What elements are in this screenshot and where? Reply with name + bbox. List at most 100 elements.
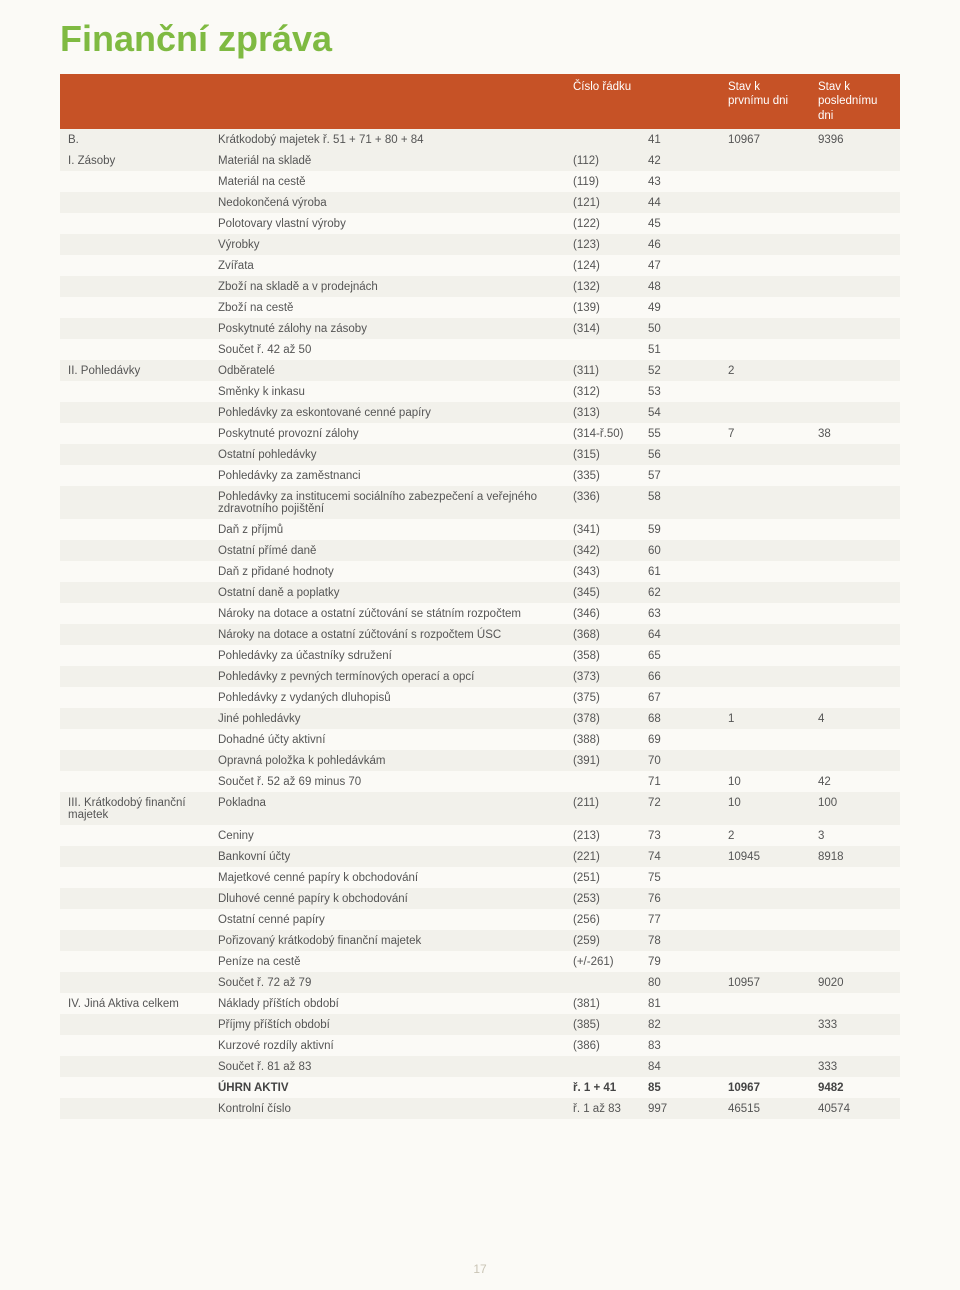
- table-cell: (132): [565, 276, 640, 297]
- table-cell: [810, 150, 900, 171]
- table-cell: 9396: [810, 129, 900, 150]
- table-cell: [60, 825, 210, 846]
- table-cell: [720, 150, 810, 171]
- table-cell: [810, 255, 900, 276]
- table-cell: [60, 582, 210, 603]
- table-cell: Ostatní cenné papíry: [210, 909, 565, 930]
- table-cell: Pohledávky z pevných termínových operací…: [210, 666, 565, 687]
- table-cell: 83: [640, 1035, 720, 1056]
- table-cell: 2: [720, 825, 810, 846]
- table-cell: Součet ř. 42 až 50: [210, 339, 565, 360]
- table-cell: [720, 1056, 810, 1077]
- table-cell: [810, 318, 900, 339]
- table-cell: 68: [640, 708, 720, 729]
- table-cell: Ostatní přímé daně: [210, 540, 565, 561]
- table-cell: [60, 381, 210, 402]
- table-cell: (381): [565, 993, 640, 1014]
- table-cell: 10967: [720, 129, 810, 150]
- table-cell: [720, 624, 810, 645]
- table-cell: [720, 993, 810, 1014]
- table-cell: [60, 297, 210, 318]
- table-cell: [60, 771, 210, 792]
- table-cell: Výrobky: [210, 234, 565, 255]
- table-row: Ceniny(213)7323: [60, 825, 900, 846]
- table-cell: 10: [720, 792, 810, 825]
- table-cell: [565, 771, 640, 792]
- table-row: Daň z příjmů(341)59: [60, 519, 900, 540]
- table-cell: 73: [640, 825, 720, 846]
- table-cell: Pohledávky za zaměstnanci: [210, 465, 565, 486]
- table-cell: (368): [565, 624, 640, 645]
- table-cell: [810, 486, 900, 519]
- table-cell: [810, 1035, 900, 1056]
- table-cell: [720, 909, 810, 930]
- table-cell: Pohledávky za eskontované cenné papíry: [210, 402, 565, 423]
- table-cell: 60: [640, 540, 720, 561]
- table-cell: Krátkodobý majetek ř. 51 + 71 + 80 + 84: [210, 129, 565, 150]
- table-cell: (378): [565, 708, 640, 729]
- table-cell: [810, 624, 900, 645]
- table-cell: Polotovary vlastní výroby: [210, 213, 565, 234]
- table-cell: 46515: [720, 1098, 810, 1119]
- table-cell: [60, 645, 210, 666]
- table-cell: [720, 255, 810, 276]
- table-cell: 42: [810, 771, 900, 792]
- table-cell: [60, 708, 210, 729]
- table-cell: [810, 993, 900, 1014]
- table-cell: Poskytnuté provozní zálohy: [210, 423, 565, 444]
- table-cell: Pohledávky za institucemi sociálního zab…: [210, 486, 565, 519]
- table-cell: 44: [640, 192, 720, 213]
- table-cell: [810, 171, 900, 192]
- table-cell: 7: [720, 423, 810, 444]
- table-cell: 78: [640, 930, 720, 951]
- table-cell: [720, 582, 810, 603]
- table-cell: Kurzové rozdíly aktivní: [210, 1035, 565, 1056]
- table-cell: [60, 318, 210, 339]
- table-cell: [810, 276, 900, 297]
- table-cell: 85: [640, 1077, 720, 1098]
- table-cell: 10: [720, 771, 810, 792]
- table-cell: 41: [640, 129, 720, 150]
- table-cell: [810, 519, 900, 540]
- table-cell: [810, 540, 900, 561]
- table-cell: [810, 909, 900, 930]
- table-cell: [60, 687, 210, 708]
- table-header-row: Číslo řádku Stav k prvnímu dni Stav k po…: [60, 74, 900, 129]
- table-cell: [60, 192, 210, 213]
- table-cell: 50: [640, 318, 720, 339]
- table-cell: [60, 171, 210, 192]
- table-cell: [60, 846, 210, 867]
- table-cell: [720, 519, 810, 540]
- table-row: Nároky na dotace a ostatní zúčtování se …: [60, 603, 900, 624]
- table-cell: 56: [640, 444, 720, 465]
- table-cell: Součet ř. 52 až 69 minus 70: [210, 771, 565, 792]
- table-cell: Odběratelé: [210, 360, 565, 381]
- table-cell: [720, 603, 810, 624]
- table-cell: [60, 444, 210, 465]
- table-cell: 8918: [810, 846, 900, 867]
- table-cell: [810, 603, 900, 624]
- table-row: Jiné pohledávky(378)6814: [60, 708, 900, 729]
- table-cell: [720, 486, 810, 519]
- table-cell: (122): [565, 213, 640, 234]
- table-cell: 79: [640, 951, 720, 972]
- table-cell: [810, 888, 900, 909]
- table-cell: (119): [565, 171, 640, 192]
- table-cell: [720, 1035, 810, 1056]
- table-cell: [720, 561, 810, 582]
- table-cell: 61: [640, 561, 720, 582]
- table-cell: [720, 867, 810, 888]
- table-cell: 2: [720, 360, 810, 381]
- table-row: Pohledávky z pevných termínových operací…: [60, 666, 900, 687]
- table-cell: (335): [565, 465, 640, 486]
- table-cell: (341): [565, 519, 640, 540]
- table-cell: [720, 666, 810, 687]
- table-cell: [810, 192, 900, 213]
- table-cell: (211): [565, 792, 640, 825]
- table-cell: [60, 930, 210, 951]
- table-cell: 1: [720, 708, 810, 729]
- table-cell: (388): [565, 729, 640, 750]
- table-cell: (346): [565, 603, 640, 624]
- table-cell: Peníze na cestě: [210, 951, 565, 972]
- table-cell: (373): [565, 666, 640, 687]
